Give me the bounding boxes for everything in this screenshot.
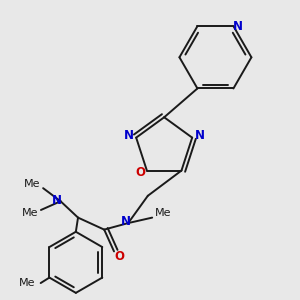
Text: Me: Me bbox=[24, 179, 40, 189]
Text: O: O bbox=[115, 250, 124, 263]
Text: N: N bbox=[121, 215, 131, 229]
Text: Me: Me bbox=[22, 208, 38, 218]
Text: Me: Me bbox=[19, 278, 36, 288]
Text: N: N bbox=[52, 194, 62, 207]
Text: Me: Me bbox=[155, 208, 171, 218]
Text: N: N bbox=[124, 129, 134, 142]
Text: N: N bbox=[233, 20, 243, 33]
Text: O: O bbox=[135, 166, 145, 179]
Text: N: N bbox=[195, 129, 205, 142]
